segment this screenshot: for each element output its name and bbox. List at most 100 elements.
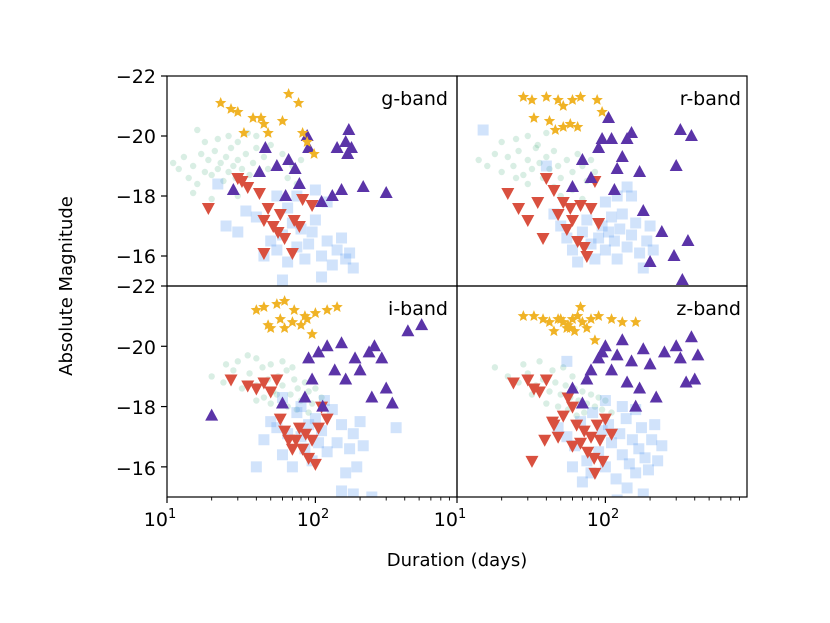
r-band-circle-point-24 <box>591 168 599 176</box>
i-band-circle-point-0 <box>208 373 215 380</box>
g-band-circle-point-7 <box>201 168 209 176</box>
z-band-square-point-11 <box>610 473 622 485</box>
i-band-triangle-up-point-3 <box>302 351 316 364</box>
panel-r-band-markers <box>475 91 698 285</box>
i-band-square-point-28 <box>366 491 378 497</box>
z-band-square-point-28 <box>585 467 597 479</box>
r-band-circle-point-25 <box>498 138 505 146</box>
r-band-triangle-up-point-12 <box>633 165 647 177</box>
g-band-square-point-0 <box>220 220 232 232</box>
y-tick-label-bottom-m22: −22 <box>116 276 156 298</box>
g-band-circle-point-27 <box>264 165 272 173</box>
i-band-circle-point-26 <box>273 391 281 398</box>
r-band-square-point-28 <box>611 190 623 202</box>
i-band-square-point-12 <box>309 413 321 425</box>
g-band-square-point-23 <box>347 262 359 274</box>
i-band-square-point-2 <box>265 416 277 428</box>
g-band-circle-point-43 <box>194 126 201 134</box>
g-band-circle-point-16 <box>227 144 235 152</box>
g-band-square-point-15 <box>309 214 321 226</box>
r-band-circle-point-17 <box>557 174 564 182</box>
r-band-square-point-30 <box>599 196 611 208</box>
g-band-triangle-down-point-11 <box>285 248 299 260</box>
r-band-triangle-up-point-5 <box>602 111 616 123</box>
g-band-circle-point-31 <box>284 174 291 182</box>
g-band-triangle-up-point-1 <box>252 165 266 177</box>
g-band-circle-point-24 <box>253 144 260 152</box>
r-band-circle-point-8 <box>524 156 532 164</box>
z-band-star-point-0 <box>517 310 530 321</box>
g-band-triangle-down-point-10 <box>278 233 292 245</box>
r-band-square-point-11 <box>593 232 605 244</box>
g-band-circle-point-10 <box>211 147 219 155</box>
r-band-triangle-down-point-5 <box>539 173 553 185</box>
i-band-triangle-up-point-6 <box>316 399 330 412</box>
r-band-square-point-8 <box>581 214 593 226</box>
g-band-square-point-2 <box>240 205 252 217</box>
i-band-circle-point-2 <box>230 367 237 374</box>
r-band-square-point-2 <box>548 208 560 220</box>
r-band-circle-point-28 <box>534 141 541 149</box>
z-band-square-point-33 <box>616 401 628 413</box>
g-band-triangle-down-point-15 <box>257 248 271 260</box>
z-band-star-point-1 <box>528 310 540 321</box>
i-band-triangle-up-point-9 <box>335 336 349 349</box>
i-band-square-point-18 <box>336 419 348 431</box>
x-tick-label-100-left: 102 <box>297 507 329 531</box>
i-band-triangle-down-point-11 <box>292 422 306 435</box>
z-band-circle-point-0 <box>491 364 499 371</box>
g-band-triangle-up-point-18 <box>356 180 370 192</box>
z-band-triangle-down-point-0 <box>506 377 520 390</box>
i-band-square-point-3 <box>271 422 283 434</box>
g-band-star-point-4 <box>238 127 250 138</box>
z-band-circle-point-23 <box>554 403 562 410</box>
i-band-square-point-27 <box>347 488 359 497</box>
i-band-triangle-down-point-13 <box>299 428 313 441</box>
i-band-triangle-up-point-17 <box>379 381 393 394</box>
g-band-triangle-up-point-7 <box>292 177 306 189</box>
r-band-square-point-24 <box>637 262 649 274</box>
r-band-triangle-up-point-19 <box>684 129 698 141</box>
x-tick-label-100-right: 102 <box>587 507 619 531</box>
x-tick-label-10-left: 101 <box>144 507 176 531</box>
i-band-circle-point-20 <box>234 358 242 365</box>
z-band-circle-point-9 <box>562 382 569 389</box>
i-band-circle-point-22 <box>267 361 274 368</box>
r-band-star-point-1 <box>526 94 538 105</box>
i-band-triangle-up-point-20 <box>415 318 429 331</box>
z-band-triangle-down-point-10 <box>570 419 584 432</box>
r-band-square-point-22 <box>630 217 642 229</box>
g-band-circle-point-0 <box>169 159 177 167</box>
g-band-square-point-25 <box>282 202 294 214</box>
r-band-star-point-6 <box>574 91 587 102</box>
r-band-triangle-down-point-0 <box>501 188 515 200</box>
i-band-triangle-down-point-7 <box>278 425 292 438</box>
z-band-triangle-up-point-19 <box>673 351 687 364</box>
g-band-triangle-up-point-12 <box>330 141 344 153</box>
z-band-triangle-down-point-7 <box>556 410 570 423</box>
r-band-triangle-down-point-10 <box>563 203 577 215</box>
z-band-square-point-32 <box>599 395 611 407</box>
g-band-circle-point-20 <box>238 165 246 173</box>
r-band-circle-point-11 <box>536 159 543 167</box>
g-band-triangle-down-point-14 <box>305 200 319 212</box>
r-band-circle-point-15 <box>550 147 558 155</box>
r-band-triangle-down-point-15 <box>580 251 594 263</box>
g-band-circle-point-44 <box>253 132 260 140</box>
g-band-triangle-up-point-14 <box>339 135 353 147</box>
g-band-triangle-up-point-9 <box>302 141 316 153</box>
r-band-triangle-up-point-1 <box>575 153 589 165</box>
r-band-square-point-3 <box>555 220 567 232</box>
g-band-triangle-down-point-0 <box>201 203 215 215</box>
r-band-square-point-0 <box>477 124 489 136</box>
i-band-star-point-8 <box>331 301 343 312</box>
i-band-circle-point-25 <box>260 394 268 401</box>
z-band-triangle-down-point-1 <box>521 374 535 387</box>
i-band-triangle-up-point-13 <box>362 345 376 358</box>
panel-i-band-markers <box>205 295 429 497</box>
r-band-circle-point-5 <box>510 162 517 170</box>
g-band-triangle-up-point-11 <box>325 189 339 201</box>
r-band-triangle-down-point-3 <box>531 197 545 209</box>
z-band-triangle-down-point-16 <box>590 419 604 432</box>
r-band-triangle-down-point-9 <box>560 224 574 236</box>
